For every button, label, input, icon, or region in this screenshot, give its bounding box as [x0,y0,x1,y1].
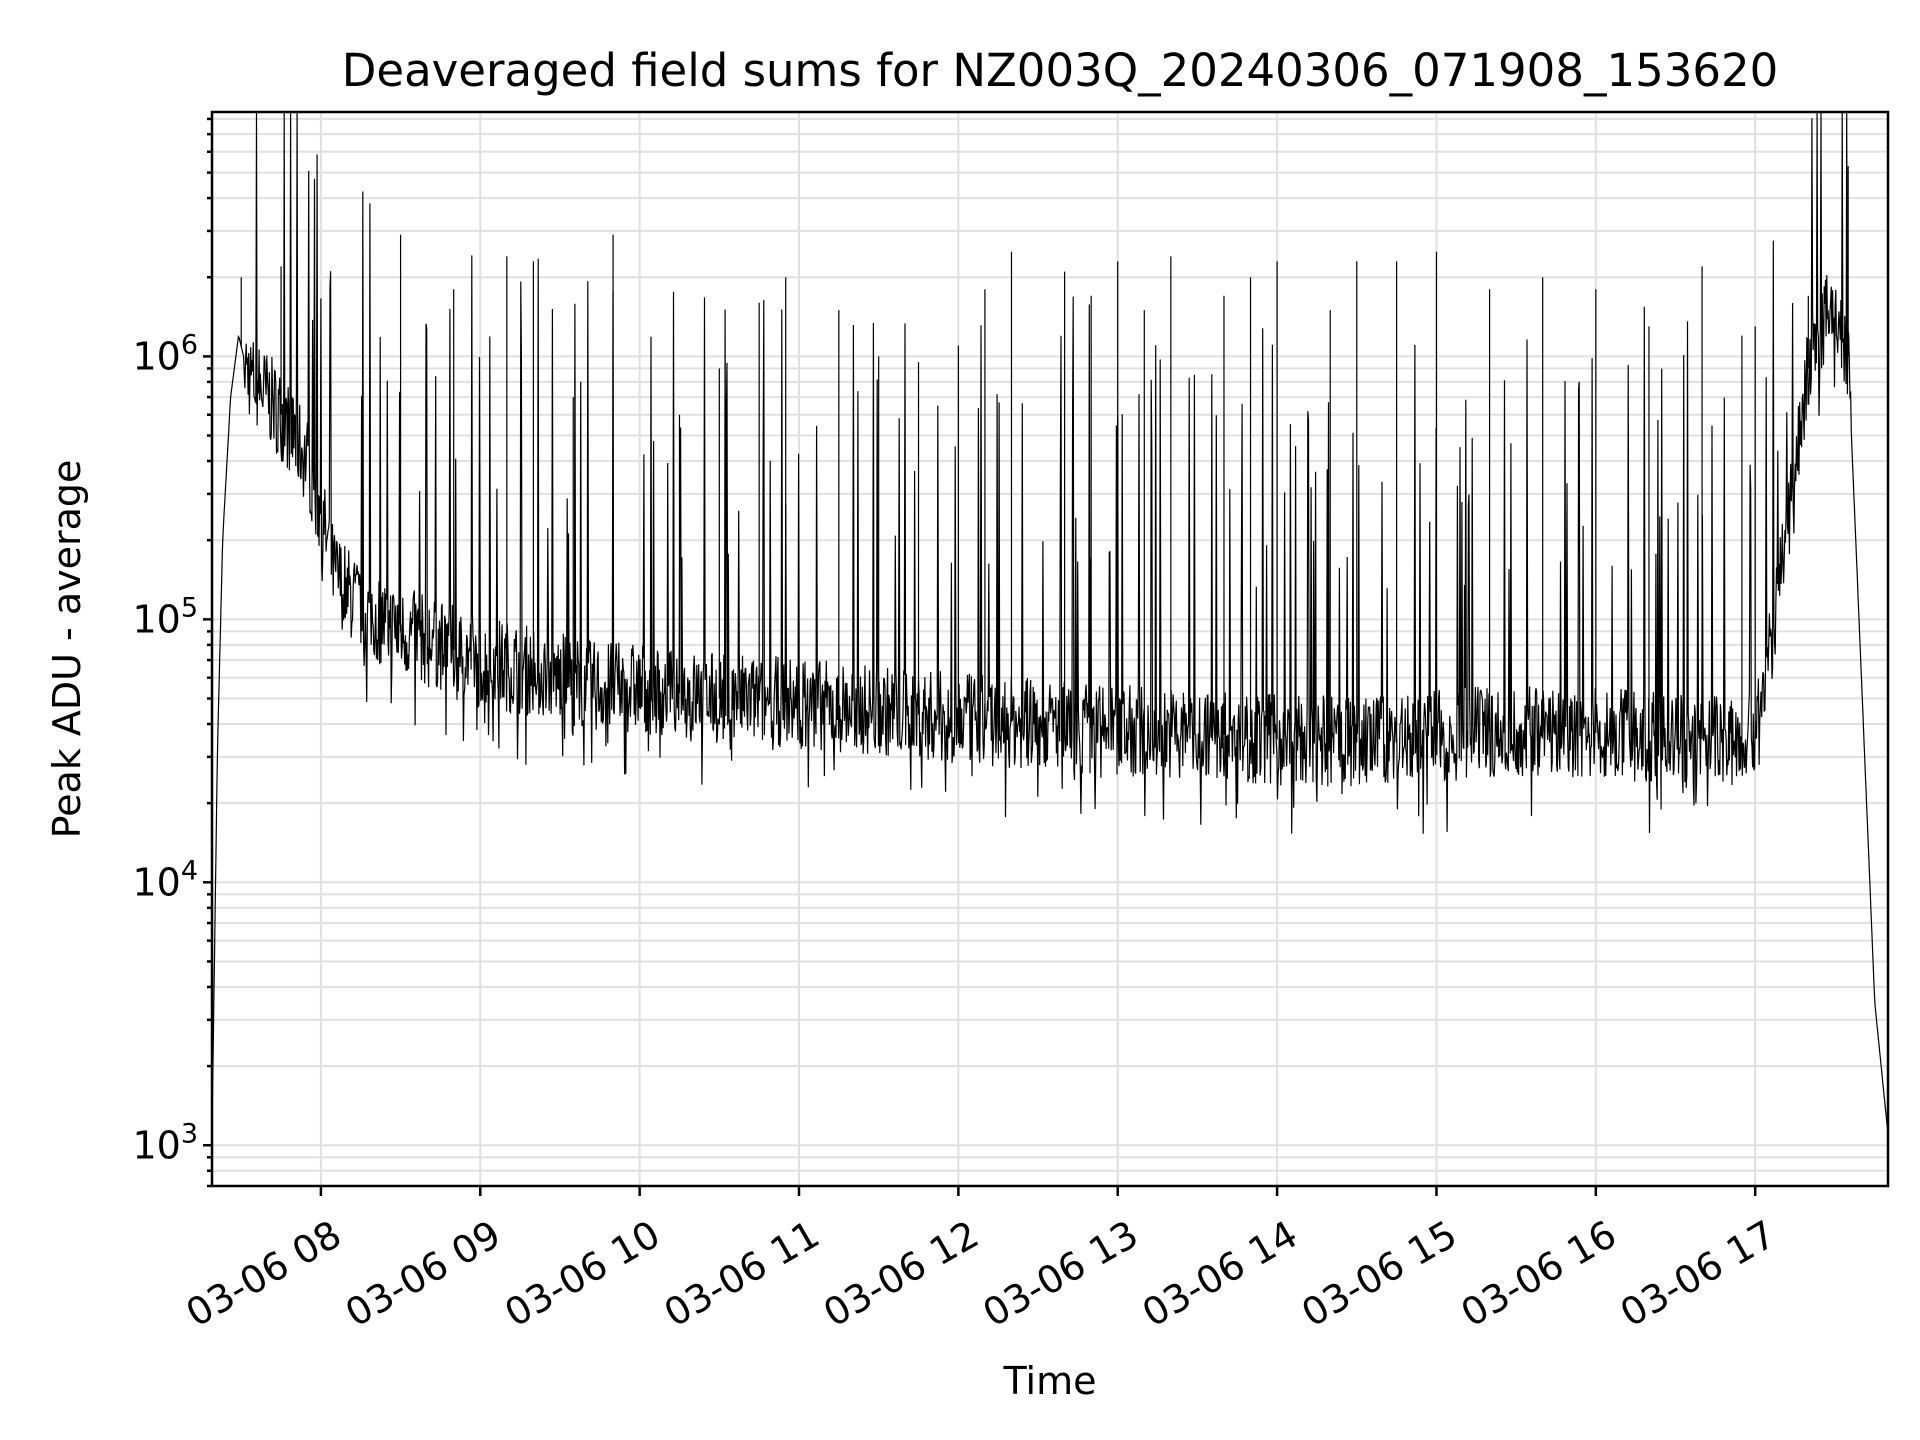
x-tick-label: 03-06 14 [1135,1212,1305,1336]
y-tick-label: 103 [132,1118,198,1167]
chart-title: Deaveraged field sums for NZ003Q_2024030… [342,44,1778,97]
grid [212,112,1888,1187]
x-tick-label: 03-06 17 [1613,1212,1783,1336]
x-tick-label: 03-06 10 [497,1212,667,1336]
x-tick-label: 03-06 15 [1294,1212,1464,1336]
x-tick-label: 03-06 13 [975,1212,1145,1336]
x-tick-label: 03-06 08 [179,1212,349,1336]
y-axis: 103 104 105 106 [132,117,212,1188]
y-tick-label: 105 [132,592,198,641]
y-axis-label: Peak ADU - average [45,460,89,839]
x-tick-label: 03-06 16 [1454,1212,1624,1336]
x-tick-label: 03-06 09 [338,1212,508,1336]
x-tick-label: 03-06 12 [816,1212,986,1336]
plot-area [211,111,1889,1135]
y-tick-label: 104 [132,855,198,904]
x-axis-label: Time [1003,1359,1097,1403]
y-tick-label: 106 [132,329,198,378]
x-tick-label: 03-06 11 [657,1212,827,1336]
plot-frame [210,110,1890,1188]
series-line [211,111,1889,1135]
